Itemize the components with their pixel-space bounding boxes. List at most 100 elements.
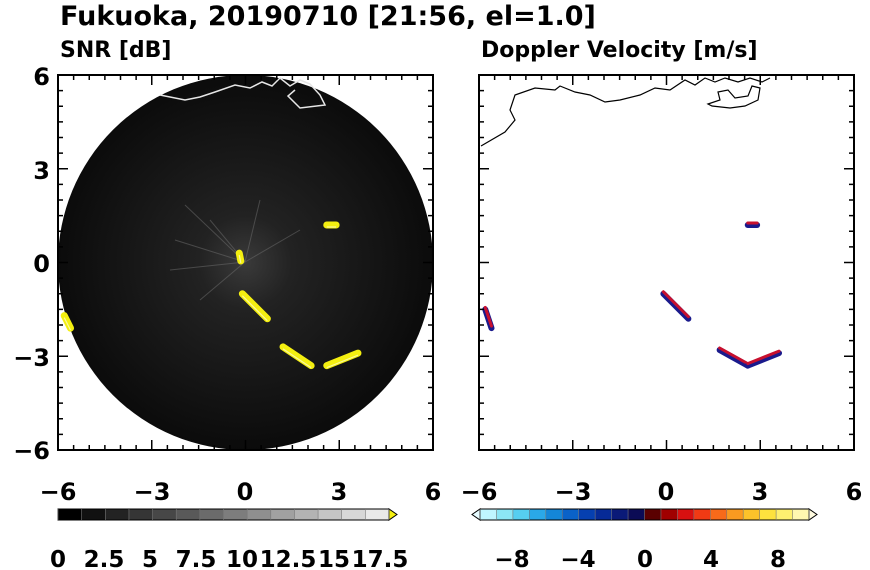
colorbar-swatch: [693, 509, 711, 520]
colorbar-swatch: [318, 509, 343, 520]
colorbar-swatch: [529, 509, 547, 520]
colorbar-swatch: [152, 509, 177, 520]
doppler-x-tick-labels: −6 −3 0 3 6: [461, 478, 863, 506]
colorbar-swatch: [199, 509, 224, 520]
x-tick-label: 6: [846, 478, 863, 506]
colorbar-swatch: [128, 509, 154, 520]
snr-panel-title: SNR [dB]: [60, 38, 171, 63]
y-tick-label: 3: [33, 157, 50, 185]
colorbar-label: 4: [703, 547, 719, 570]
colorbar-swatch: [294, 509, 319, 520]
colorbar-swatch: [58, 509, 83, 520]
snr-colorbar: [57, 508, 398, 521]
snr-plot-area: [58, 75, 433, 450]
y-tick-label: −6: [13, 437, 50, 465]
colorbar-extend-high: [808, 508, 818, 521]
colorbar-label: 0: [50, 547, 66, 570]
x-tick-label: 3: [752, 478, 769, 506]
colorbar-swatch: [611, 509, 629, 520]
doppler-echo-edge: [661, 290, 690, 319]
colorbar-label: 5: [142, 547, 158, 570]
snr-echoes: [60, 221, 362, 370]
colorbar-swatch: [176, 509, 201, 520]
doppler-panel-title: Doppler Velocity [m/s]: [481, 38, 758, 63]
snr-echo-edge: [63, 317, 72, 331]
x-tick-label: 3: [331, 478, 348, 506]
colorbar-swatch: [341, 509, 366, 520]
snr-echo: [323, 349, 362, 370]
snr-ticks: [57, 74, 434, 451]
y-tick-label: 6: [33, 63, 50, 91]
colorbar-label: −4: [560, 547, 595, 570]
colorbar-swatch: [496, 509, 514, 520]
colorbar-label: 17.5: [352, 547, 409, 570]
radar-range-disk: [58, 75, 433, 450]
snr-echo-edge: [238, 255, 242, 264]
x-tick-label: 0: [658, 478, 675, 506]
colorbar-swatch: [710, 509, 728, 520]
colorbar-swatch: [247, 509, 272, 520]
x-tick-label: −6: [461, 478, 498, 506]
x-tick-label: 6: [425, 478, 442, 506]
doppler-ticks: [478, 74, 855, 451]
colorbar-swatch: [365, 509, 390, 520]
colorbar-swatch: [81, 509, 106, 520]
x-tick-label: −6: [40, 478, 77, 506]
colorbar-swatch: [660, 509, 678, 520]
colorbar-label: −8: [494, 547, 529, 570]
doppler-echo-edge: [483, 305, 493, 328]
figure-title: Fukuoka, 20190710 [21:56, el=1.0]: [60, 1, 596, 32]
doppler-echo-edge: [718, 346, 750, 366]
colorbar-swatch: [595, 509, 613, 520]
colorbar-swatch: [759, 509, 777, 520]
colorbar-swatch: [578, 509, 596, 520]
snr-x-tick-labels: −6 −3 0 3 6: [40, 478, 442, 506]
colorbar-swatch: [223, 509, 248, 520]
doppler-plot-area: [479, 75, 854, 450]
colorbar-label: 15: [318, 547, 350, 570]
colorbar-swatch: [776, 509, 794, 520]
colorbar-swatch: [562, 509, 580, 520]
y-tick-label: 0: [33, 250, 50, 278]
colorbar-swatch: [628, 509, 645, 520]
doppler-echo-edge: [746, 349, 781, 366]
snr-echo-edge: [282, 348, 312, 369]
colorbar-swatch: [644, 509, 662, 520]
colorbar-swatch: [545, 509, 563, 520]
doppler-echo: [744, 350, 782, 369]
snr-echo-edge: [326, 354, 359, 369]
coastline: [159, 76, 327, 109]
colorbar-label: 12.5: [260, 547, 317, 570]
colorbar-swatch: [677, 509, 695, 520]
x-tick-label: −3: [134, 478, 171, 506]
colorbar-swatch: [480, 509, 497, 520]
doppler-echoes: [482, 221, 782, 369]
snr-colorbar-labels: 0 2.5 5 7.5 10 12.5 15 17.5: [50, 547, 408, 570]
colorbar-label: 7.5: [176, 547, 217, 570]
snr-y-tick-labels: 6 3 0 −3 −6: [13, 63, 50, 465]
colorbar-swatch: [270, 509, 295, 520]
snr-echo-edge: [241, 295, 268, 322]
colorbar-swatch: [512, 509, 530, 520]
colorbar-extend-high: [388, 508, 398, 521]
colorbar-label: 0: [637, 547, 653, 570]
colorbar-extend-low: [471, 508, 481, 521]
snr-echo: [60, 312, 74, 332]
colorbar-swatch: [743, 509, 761, 520]
x-tick-label: −3: [555, 478, 592, 506]
doppler-background: [479, 75, 854, 450]
x-tick-label: 0: [237, 478, 254, 506]
snr-echo: [279, 343, 315, 370]
colorbar-label: 2.5: [84, 547, 125, 570]
colorbar-swatch: [792, 509, 810, 520]
coastline: [480, 77, 771, 147]
colorbar-label: 8: [770, 547, 786, 570]
y-tick-label: −3: [13, 344, 50, 372]
colorbar-label: 10: [226, 547, 258, 570]
snr-echo: [238, 290, 271, 323]
colorbar-swatch: [726, 509, 744, 520]
doppler-echo: [716, 347, 751, 369]
doppler-colorbar: [471, 508, 818, 521]
colorbar-swatch: [105, 509, 130, 520]
